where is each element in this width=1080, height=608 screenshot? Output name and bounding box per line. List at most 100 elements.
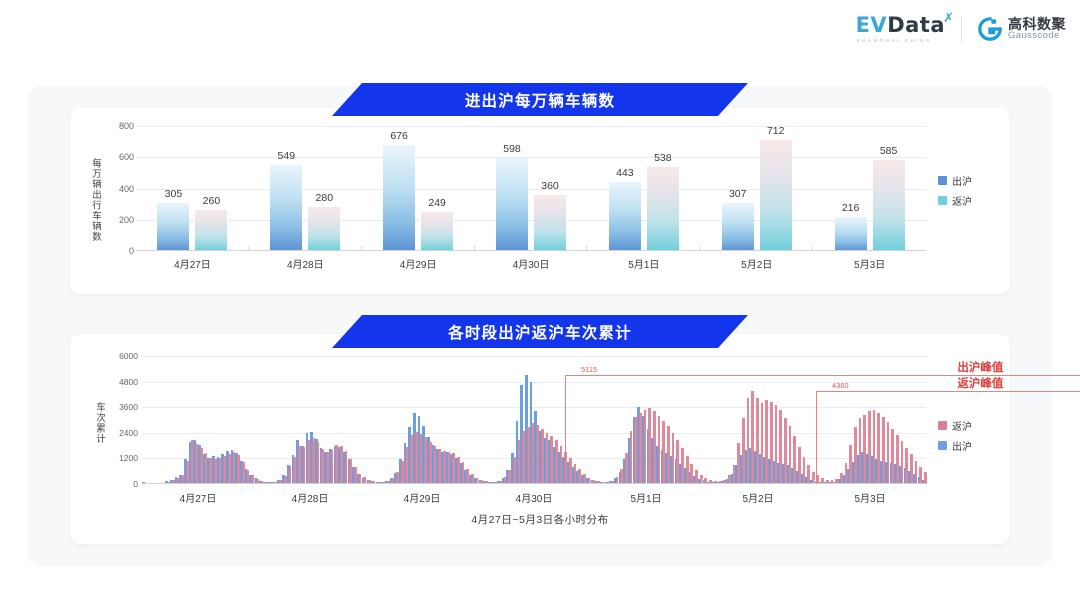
- chart2-hour-slot[interactable]: [455, 356, 460, 484]
- chart2-hour-slot[interactable]: [539, 356, 544, 484]
- chart2-hour-slot[interactable]: [889, 356, 895, 484]
- chart2-hour-slot[interactable]: [408, 356, 413, 484]
- chart2-hour-slot[interactable]: [328, 356, 334, 484]
- chart2-hour-slot[interactable]: [702, 356, 708, 484]
- chart1-bar-出沪[interactable]: 216: [834, 202, 867, 251]
- chart2-hour-slot[interactable]: [870, 356, 876, 484]
- chart2-hour-slot[interactable]: [445, 356, 451, 484]
- chart2-hour-slot[interactable]: [693, 356, 698, 484]
- chart2-hour-slot[interactable]: [207, 356, 212, 484]
- chart2-hour-slot[interactable]: [230, 356, 236, 484]
- chart2-hour-slot[interactable]: [277, 356, 283, 484]
- chart2-hour-slot[interactable]: [184, 356, 189, 484]
- chart2-hour-slot[interactable]: [623, 356, 628, 484]
- chart2-hour-slot[interactable]: [310, 356, 315, 484]
- chart2-hour-slot[interactable]: [441, 356, 446, 484]
- chart2-hour-slot[interactable]: [782, 356, 787, 484]
- chart2-hour-slot[interactable]: [492, 356, 497, 484]
- chart2-hour-slot[interactable]: [735, 356, 740, 484]
- chart2-hour-slot[interactable]: [431, 356, 437, 484]
- chart2-hour-slot[interactable]: [772, 356, 778, 484]
- chart2-hour-slot[interactable]: [674, 356, 680, 484]
- chart2-hour-slot[interactable]: [426, 356, 432, 484]
- chart2-hour-slot[interactable]: [819, 356, 824, 484]
- chart2-hour-slot[interactable]: [609, 356, 614, 484]
- chart2-hour-slot[interactable]: [375, 356, 381, 484]
- chart2-hour-slot[interactable]: [740, 356, 745, 484]
- chart2-hour-slot[interactable]: [543, 356, 549, 484]
- chart2-hour-slot[interactable]: [314, 356, 320, 484]
- chart2-hour-slot[interactable]: [291, 356, 297, 484]
- chart2-hour-slot[interactable]: [394, 356, 399, 484]
- chart1-bar-返沪[interactable]: 712: [759, 125, 792, 251]
- chart2-hour-slot[interactable]: [473, 356, 479, 484]
- chart2-hour-slot[interactable]: [501, 356, 507, 484]
- chart2-hour-slot[interactable]: [898, 356, 904, 484]
- chart2-hour-slot[interactable]: [398, 356, 404, 484]
- chart2-hour-slot[interactable]: [244, 356, 250, 484]
- chart1-bar-group[interactable]: 549 280: [249, 126, 362, 251]
- chart2-hour-slot[interactable]: [908, 356, 913, 484]
- chart1-bar-返沪[interactable]: 280: [308, 192, 341, 251]
- chart2-hour-slot[interactable]: [529, 356, 535, 484]
- chart2-hour-slot[interactable]: [370, 356, 376, 484]
- chart2-hour-slot[interactable]: [796, 356, 801, 484]
- chart1-bar-group[interactable]: 443 538: [587, 126, 701, 251]
- chart2-hour-slot[interactable]: [894, 356, 899, 484]
- chart1-bar-出沪[interactable]: 549: [270, 150, 303, 251]
- chart1-legend-item[interactable]: 出沪: [938, 173, 972, 188]
- chart2-hour-slot[interactable]: [497, 356, 502, 484]
- chart2-legend-item[interactable]: 返沪: [938, 418, 972, 433]
- chart2-hour-slot[interactable]: [258, 356, 264, 484]
- chart2-hour-slot[interactable]: [459, 356, 465, 484]
- chart2-hour-slot[interactable]: [660, 356, 666, 484]
- chart2-hour-slot[interactable]: [665, 356, 670, 484]
- chart1-bar-group[interactable]: 676 249: [362, 126, 475, 251]
- chart2-hour-slot[interactable]: [165, 356, 170, 484]
- chart2-hour-slot[interactable]: [599, 356, 605, 484]
- chart2-hour-slot[interactable]: [725, 356, 731, 484]
- chart2-hour-slot[interactable]: [800, 356, 806, 484]
- chart2-hour-slot[interactable]: [618, 356, 624, 484]
- chart2-hour-slot[interactable]: [833, 356, 838, 484]
- chart2-hour-slot[interactable]: [525, 356, 530, 484]
- chart2-hour-slot[interactable]: [464, 356, 469, 484]
- chart2-hour-slot[interactable]: [707, 356, 712, 484]
- chart2-hour-slot[interactable]: [389, 356, 395, 484]
- chart2-hour-slot[interactable]: [506, 356, 511, 484]
- chart2-hour-slot[interactable]: [613, 356, 619, 484]
- chart2-hour-slot[interactable]: [852, 356, 857, 484]
- chart2-hour-slot[interactable]: [384, 356, 390, 484]
- chart1-bar-出沪[interactable]: 305: [157, 188, 190, 251]
- chart1-bar-出沪[interactable]: 676: [383, 130, 416, 251]
- chart2-hour-slot[interactable]: [342, 356, 348, 484]
- chart2-hour-slot[interactable]: [193, 356, 198, 484]
- chart2-hour-slot[interactable]: [436, 356, 441, 484]
- chart2-hour-slot[interactable]: [422, 356, 427, 484]
- chart2-hour-slot[interactable]: [170, 356, 175, 484]
- chart1-legend-item[interactable]: 返沪: [938, 193, 972, 208]
- chart2-hour-slot[interactable]: [352, 356, 357, 484]
- chart1-bar-返沪[interactable]: 260: [195, 195, 228, 251]
- chart2-hour-slot[interactable]: [403, 356, 409, 484]
- chart2-hour-slot[interactable]: [651, 356, 656, 484]
- chart2-hour-slot[interactable]: [842, 356, 848, 484]
- chart2-hour-slot[interactable]: [861, 356, 867, 484]
- chart2-hour-slot[interactable]: [520, 356, 525, 484]
- chart1-bar-出沪[interactable]: 598: [496, 143, 528, 251]
- chart2-hour-slot[interactable]: [240, 356, 245, 484]
- chart2-hour-slot[interactable]: [553, 356, 558, 484]
- chart2-hour-slot[interactable]: [188, 356, 194, 484]
- chart2-hour-slot[interactable]: [581, 356, 586, 484]
- chart2-hour-slot[interactable]: [763, 356, 768, 484]
- chart1-bar-返沪[interactable]: 360: [534, 180, 566, 251]
- chart2-hour-slot[interactable]: [515, 356, 521, 484]
- chart2-hour-slot[interactable]: [875, 356, 881, 484]
- chart1-bar-返沪[interactable]: 249: [421, 197, 454, 251]
- chart1-bar-出沪[interactable]: 443: [608, 167, 641, 251]
- chart2-hour-slot[interactable]: [847, 356, 853, 484]
- chart2-hour-slot[interactable]: [637, 356, 642, 484]
- chart2-hour-slot[interactable]: [922, 356, 927, 484]
- chart2-hour-slot[interactable]: [557, 356, 563, 484]
- chart2-hour-slot[interactable]: [595, 356, 600, 484]
